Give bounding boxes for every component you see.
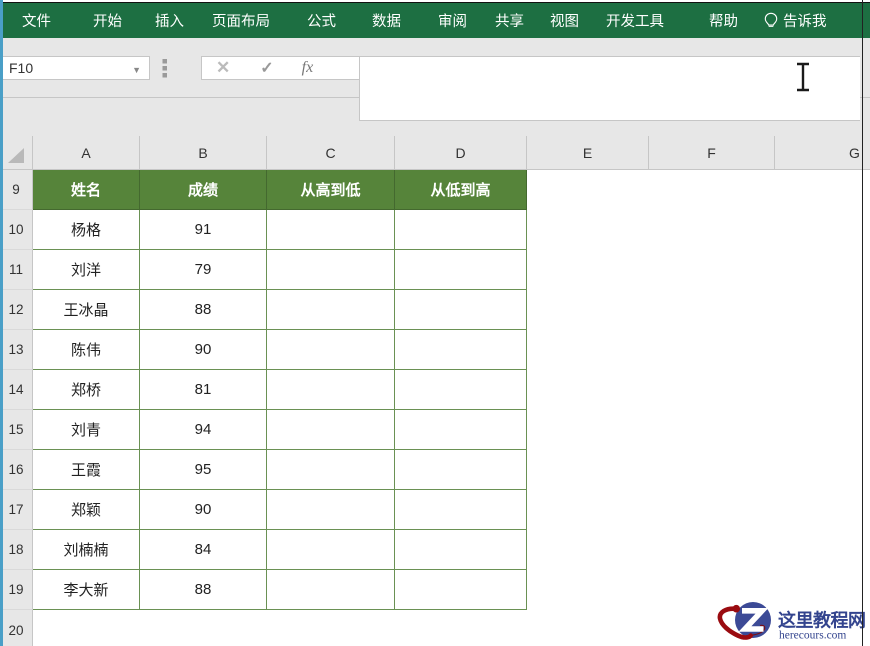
svg-text:这里教程网: 这里教程网: [778, 610, 866, 631]
svg-text:herecours.com: herecours.com: [779, 630, 846, 642]
